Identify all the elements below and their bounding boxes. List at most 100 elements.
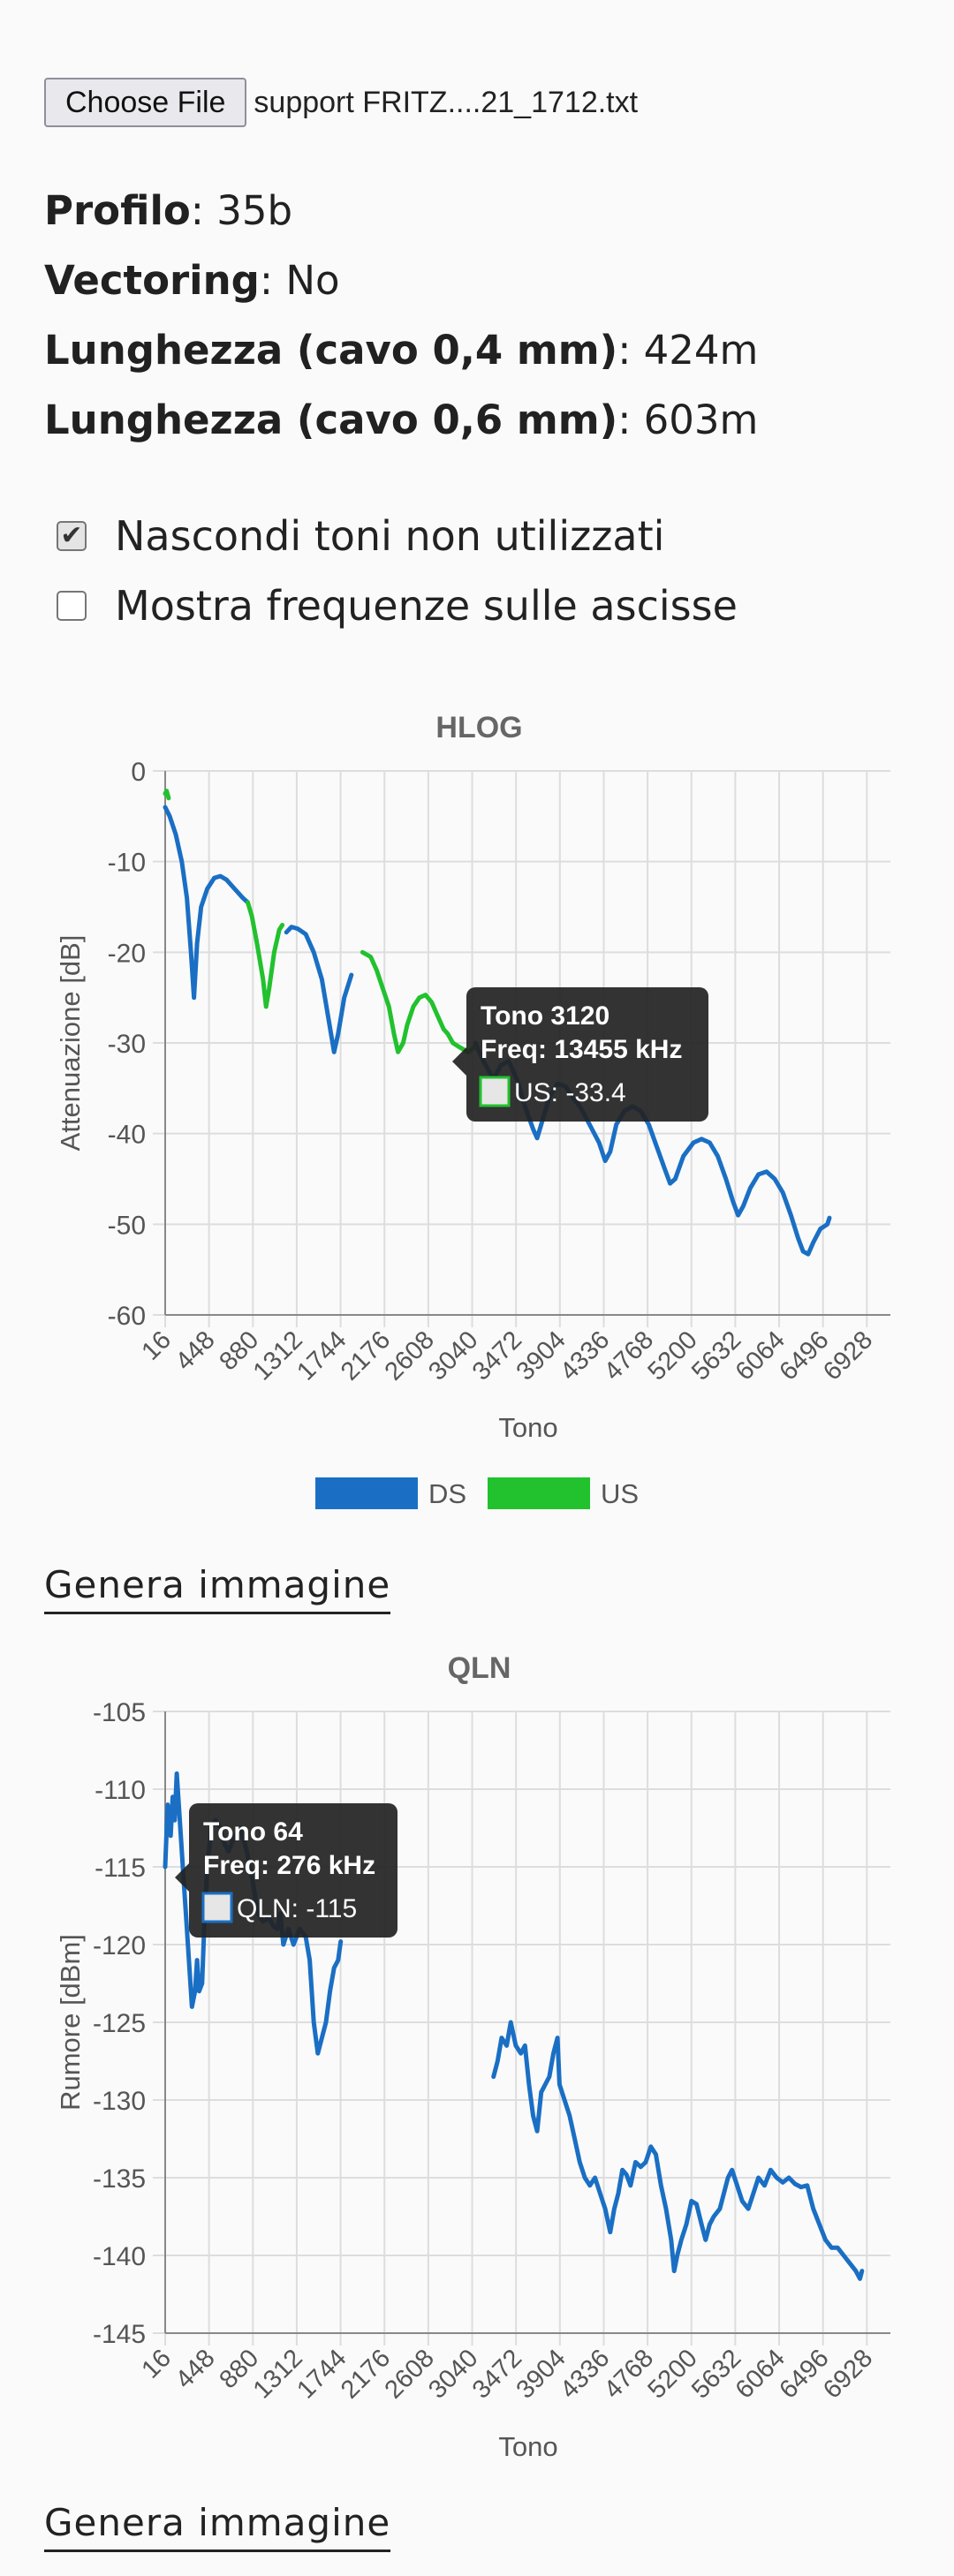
legend-swatch-us — [488, 1477, 590, 1509]
profilo-label: Profilo — [44, 187, 191, 234]
option-show-freq[interactable]: Mostra frequenze sulle ascisse — [57, 582, 738, 630]
x-tick-label: 6928 — [818, 2344, 878, 2404]
x-tick-label: 5632 — [686, 2344, 746, 2404]
lunghezza-04-label: Lunghezza (cavo 0,4 mm) — [44, 327, 618, 374]
show-freq-label: Mostra frequenze sulle ascisse — [115, 582, 738, 630]
y-tick-label: -20 — [108, 939, 146, 968]
legend-swatch-ds — [315, 1477, 418, 1509]
x-tick-label: 2176 — [336, 2344, 396, 2404]
legend-label-ds: DS — [428, 1478, 466, 1509]
x-tick-label: 448 — [170, 2344, 221, 2394]
vectoring-value: : No — [259, 257, 340, 304]
x-tick-label: 5200 — [642, 1326, 702, 1386]
legend-label-us: US — [601, 1478, 639, 1509]
profilo-value: : 35b — [190, 187, 293, 234]
lunghezza-06-label: Lunghezza (cavo 0,6 mm) — [44, 397, 618, 443]
y-tick-label: -30 — [108, 1030, 146, 1059]
tooltip-box — [189, 1803, 398, 1938]
x-tick-label: 16 — [137, 1326, 177, 1365]
x-tick-label: 1744 — [292, 1326, 352, 1386]
y-tick-label: -50 — [108, 1211, 146, 1240]
x-tick-label: 3472 — [467, 1326, 527, 1386]
lunghezza-04-value: : 424m — [617, 327, 759, 374]
x-tick-label: 3040 — [423, 2344, 483, 2404]
x-tick-label: 16 — [137, 2344, 177, 2383]
tooltip-box — [466, 987, 708, 1122]
y-tick-label: -140 — [93, 2242, 146, 2271]
tooltip-value: US: -33.4 — [514, 1078, 626, 1107]
y-axis-label: Attenuazione [dB] — [55, 935, 86, 1152]
info-lunghezza-06: Lunghezza (cavo 0,6 mm): 603m — [44, 400, 758, 440]
series-line-ds — [473, 1040, 832, 1257]
x-tick-label: 4768 — [599, 2344, 659, 2404]
x-tick-label: 3904 — [511, 2344, 572, 2404]
option-hide-unused[interactable]: ✔ Nascondi toni non utilizzati — [57, 512, 664, 560]
y-tick-label: -115 — [95, 1854, 146, 1883]
chart-title: HLOG — [435, 711, 522, 744]
file-chooser: Choose File support FRITZ....21_1712.txt — [44, 76, 638, 129]
chart-title: QLN — [448, 1651, 511, 1685]
y-tick-label: -125 — [93, 2009, 146, 2038]
series-line-ds — [284, 925, 354, 1054]
x-tick-label: 3904 — [511, 1326, 572, 1386]
x-tick-label: 5632 — [686, 1326, 746, 1386]
x-tick-label: 1312 — [248, 1326, 308, 1386]
y-tick-label: -10 — [108, 849, 146, 878]
x-tick-label: 6064 — [731, 1326, 791, 1386]
x-tick-label: 2176 — [336, 1326, 396, 1386]
tooltip-caret — [175, 1863, 189, 1892]
x-tick-label: 6928 — [818, 1326, 878, 1386]
x-tick-label: 6496 — [774, 2344, 834, 2404]
series-line-qln — [491, 2020, 865, 2281]
generate-image-link-qln[interactable]: Genera immagine — [44, 2501, 391, 2552]
x-axis-label: Tono — [498, 1412, 557, 1443]
x-tick-label: 1744 — [292, 2344, 352, 2404]
x-tick-label: 5200 — [642, 2344, 702, 2404]
tooltip-freq: Freq: 13455 kHz — [481, 1035, 682, 1064]
hide-unused-label: Nascondi toni non utilizzati — [115, 512, 665, 560]
y-axis-label: Rumore [dBm] — [55, 1934, 86, 2111]
show-freq-checkbox[interactable] — [57, 591, 87, 621]
tooltip-freq: Freq: 276 kHz — [203, 1851, 375, 1880]
y-tick-label: -135 — [93, 2164, 146, 2194]
tooltip-value: QLN: -115 — [237, 1894, 357, 1923]
generate-image-link-hlog[interactable]: Genera immagine — [44, 1563, 391, 1614]
lunghezza-06-value: : 603m — [617, 397, 759, 443]
tooltip-caret — [452, 1047, 466, 1076]
x-tick-label: 6496 — [774, 1326, 834, 1386]
tooltip-swatch — [201, 1892, 233, 1923]
x-tick-label: 2608 — [380, 1326, 440, 1386]
y-tick-label: -40 — [108, 1121, 146, 1150]
y-tick-label: -145 — [93, 2320, 146, 2349]
x-tick-label: 4336 — [555, 2344, 615, 2404]
tooltip-title: Tono 64 — [203, 1817, 303, 1847]
x-tick-label: 2608 — [380, 2344, 440, 2404]
qln-chart: QLN-105-110-115-120-125-130-135-140-1451… — [55, 1651, 890, 2462]
x-tick-label: 6064 — [731, 2344, 791, 2404]
tooltip-swatch — [479, 1076, 511, 1107]
choose-file-button[interactable]: Choose File — [44, 78, 247, 127]
series-line-us — [163, 789, 171, 801]
x-tick-label: 4768 — [599, 1326, 659, 1386]
y-tick-label: -105 — [93, 1698, 146, 1727]
series-line-ds — [163, 805, 250, 1001]
y-tick-label: -120 — [93, 1931, 146, 1960]
y-tick-label: 0 — [131, 758, 146, 787]
x-tick-label: 3040 — [423, 1326, 483, 1386]
x-tick-label: 1312 — [248, 2344, 308, 2404]
series-line-us — [246, 900, 285, 1009]
x-tick-label: 3472 — [467, 2344, 527, 2404]
x-tick-label: 4336 — [555, 1326, 615, 1386]
x-axis-label: Tono — [498, 2431, 557, 2462]
y-tick-label: -60 — [108, 1302, 146, 1331]
series-line-us — [360, 949, 478, 1054]
info-lunghezza-04: Lunghezza (cavo 0,4 mm): 424m — [44, 330, 758, 370]
tooltip-title: Tono 3120 — [481, 1001, 610, 1031]
vectoring-label: Vectoring — [44, 257, 260, 304]
y-tick-label: -130 — [93, 2087, 146, 2116]
hide-unused-checkbox[interactable]: ✔ — [57, 521, 87, 551]
selected-file-name: support FRITZ....21_1712.txt — [254, 85, 639, 119]
info-vectoring: Vectoring: No — [44, 261, 340, 300]
x-tick-label: 448 — [170, 1326, 221, 1376]
hlog-chart: HLOG0-10-20-30-40-50-6016448880131217442… — [55, 711, 890, 1509]
